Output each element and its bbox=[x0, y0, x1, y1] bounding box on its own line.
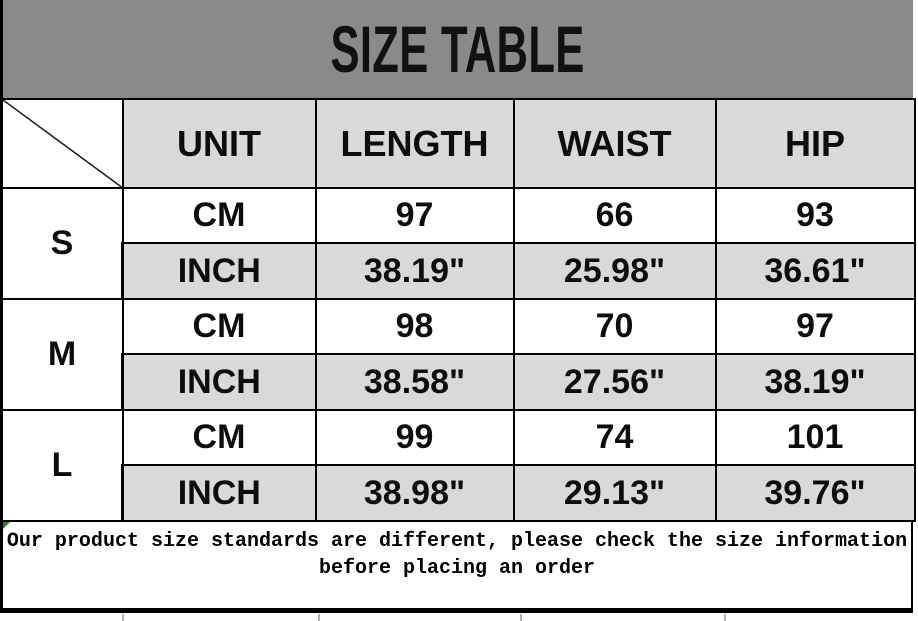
header-waist: WAIST bbox=[512, 98, 717, 189]
table-row-s-cm: S CM 97 66 93 bbox=[0, 187, 916, 300]
gridline-stub bbox=[520, 614, 522, 621]
page-title: SIZE TABLE bbox=[330, 12, 586, 86]
table-row-l-inch: INCH 38.98" 29.13" 39.76" bbox=[2, 464, 916, 522]
unit-cell: CM bbox=[121, 187, 317, 244]
size-cell-m: M bbox=[0, 298, 124, 411]
header-row: UNIT LENGTH WAIST HIP bbox=[0, 98, 916, 189]
unit-cell: INCH bbox=[121, 464, 317, 522]
value-cell: 38.19" bbox=[714, 353, 916, 411]
size-cell-s: S bbox=[0, 187, 124, 300]
title-bar: SIZE TABLE bbox=[0, 0, 913, 98]
value-cell: 70 bbox=[512, 298, 717, 355]
value-cell: 97 bbox=[314, 187, 515, 244]
table-row-s-inch: INCH 38.19" 25.98" 36.61" bbox=[2, 242, 916, 300]
table-row-m-cm: M CM 98 70 97 bbox=[0, 298, 916, 411]
note-line-2: before placing an order bbox=[318, 557, 596, 580]
value-cell: 38.58" bbox=[314, 353, 515, 411]
value-cell: 39.76" bbox=[714, 464, 916, 522]
value-cell: 29.13" bbox=[512, 464, 717, 522]
diagonal-corner-cell bbox=[0, 98, 124, 189]
unit-cell: CM bbox=[121, 298, 317, 355]
value-cell: 93 bbox=[714, 187, 916, 244]
value-cell: 38.19" bbox=[314, 242, 515, 300]
header-unit: UNIT bbox=[121, 98, 317, 189]
gridline-stub bbox=[122, 614, 124, 621]
note-line-1: Our product size standards are different… bbox=[6, 530, 908, 553]
value-cell: 25.98" bbox=[512, 242, 717, 300]
header-length: LENGTH bbox=[314, 98, 515, 189]
value-cell: 66 bbox=[512, 187, 717, 244]
note-box: Our product size standards are different… bbox=[0, 522, 913, 613]
header-hip: HIP bbox=[714, 98, 916, 189]
value-cell: 36.61" bbox=[714, 242, 916, 300]
value-cell: 97 bbox=[714, 298, 916, 355]
cell-marker-icon bbox=[3, 522, 10, 529]
gridline-stub bbox=[318, 614, 320, 621]
value-cell: 74 bbox=[512, 409, 717, 466]
value-cell: 101 bbox=[714, 409, 916, 466]
value-cell: 27.56" bbox=[512, 353, 717, 411]
unit-cell: INCH bbox=[121, 353, 317, 411]
value-cell: 38.98" bbox=[314, 464, 515, 522]
unit-cell: CM bbox=[121, 409, 317, 466]
table-row-m-inch: INCH 38.58" 27.56" 38.19" bbox=[2, 353, 916, 411]
size-table: UNIT LENGTH WAIST HIP S CM 97 66 93 INCH… bbox=[0, 98, 916, 522]
gridline-stub bbox=[724, 614, 726, 621]
value-cell: 99 bbox=[314, 409, 515, 466]
table-row-l-cm: L CM 99 74 101 bbox=[0, 409, 916, 522]
diagonal-line bbox=[3, 100, 122, 187]
unit-cell: INCH bbox=[121, 242, 317, 300]
size-cell-l: L bbox=[0, 409, 124, 522]
value-cell: 98 bbox=[314, 298, 515, 355]
gridline-stub-strip bbox=[0, 613, 913, 621]
